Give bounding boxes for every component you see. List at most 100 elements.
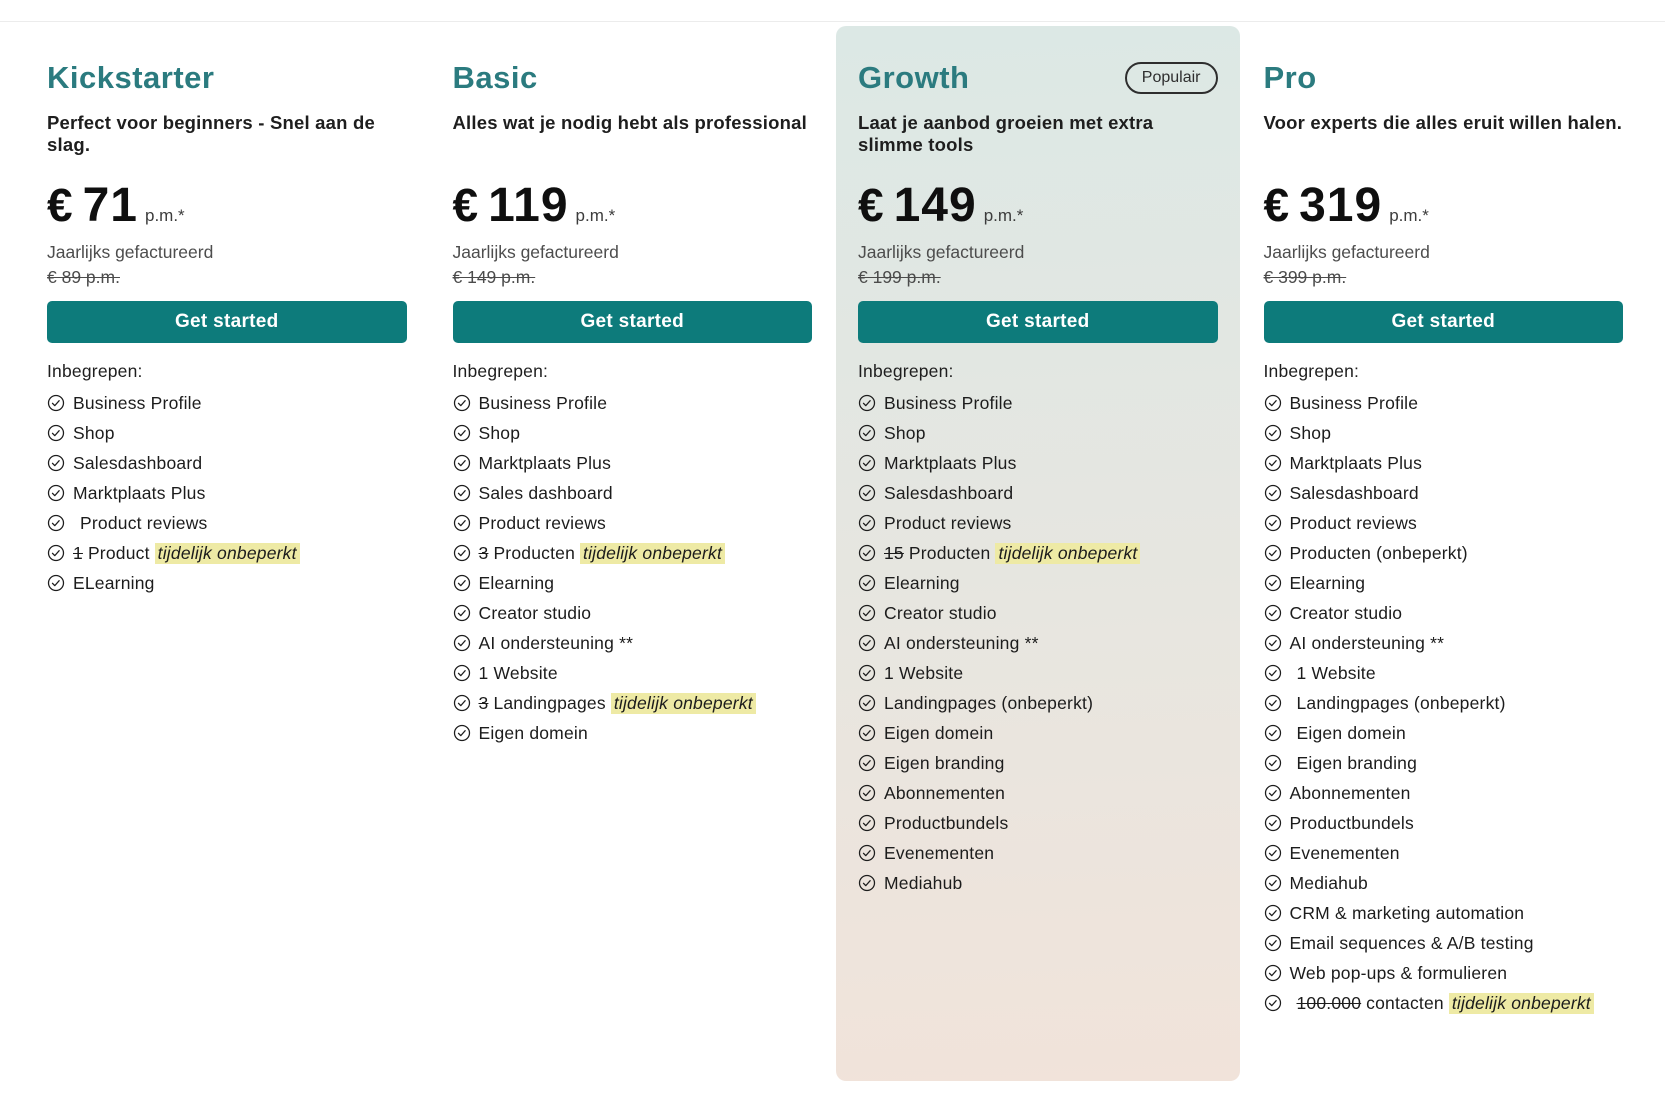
feature-item: Business Profile (858, 388, 1218, 418)
check-circle-icon (1264, 934, 1282, 952)
old-price: € 149 p.m. (452, 267, 536, 287)
feature-strikethrough-value: 100.000 (1296, 992, 1362, 1013)
check-circle-icon (47, 454, 65, 472)
check-circle-icon (858, 484, 876, 502)
plan-title: Growth (858, 60, 970, 95)
feature-item: Landingpages (onbeperkt) (858, 688, 1218, 718)
feature-highlight: tijdelijk onbeperkt (995, 542, 1141, 564)
price-row: € 71 p.m.* (47, 178, 407, 242)
get-started-button[interactable]: Get started (1263, 301, 1623, 343)
feature-item: Mediahub (858, 868, 1218, 898)
check-circle-icon (1264, 544, 1282, 562)
feature-label: Eigen domein (478, 722, 588, 743)
plan-card-growth: Growth Populair Laat je aanbod groeien m… (836, 26, 1240, 1081)
feature-label: Salesdashboard (884, 482, 1014, 503)
check-circle-icon (1264, 964, 1282, 982)
feature-list: Business Profile Shop Salesdashboard Marktp… (47, 388, 407, 598)
price-amount: 119 (488, 179, 569, 232)
feature-label: Producten (493, 542, 576, 563)
feature-item: Shop (47, 418, 407, 448)
plan-description: Voor experts die alles eruit willen hale… (1263, 112, 1623, 133)
feature-item: Productbundels (1264, 808, 1624, 838)
check-circle-icon (1264, 994, 1282, 1012)
feature-item: Business Profile (453, 388, 813, 418)
included-label: Inbegrepen: (1263, 361, 1360, 381)
feature-item: Business Profile (1264, 388, 1624, 418)
feature-label: Marktplaats Plus (478, 452, 612, 473)
feature-label: Email sequences & A/B testing (1289, 932, 1534, 953)
feature-item: Abonnementen (1264, 778, 1624, 808)
feature-item: Product reviews (858, 508, 1218, 538)
plan-card-basic: Basic Alles wat je nodig hebt als profes… (431, 26, 835, 1081)
feature-label: Shop (73, 422, 115, 443)
check-circle-icon (858, 544, 876, 562)
feature-label: Eigen branding (1296, 752, 1418, 773)
feature-item: AI ondersteuning ** (453, 628, 813, 658)
get-started-button[interactable]: Get started (858, 301, 1218, 343)
feature-label: Eigen domein (884, 722, 994, 743)
plan-title: Pro (1263, 60, 1317, 95)
feature-strikethrough-value: 3 (478, 542, 489, 563)
feature-label: AI ondersteuning ** (884, 632, 1039, 653)
check-circle-icon (858, 634, 876, 652)
old-price: € 89 p.m. (47, 267, 120, 287)
check-circle-icon (858, 754, 876, 772)
plan-header: Growth Populair (858, 56, 1218, 100)
feature-item: Product reviews (1264, 508, 1624, 538)
feature-item: Landingpages (onbeperkt) (1264, 688, 1624, 718)
feature-label: Creator studio (1289, 602, 1403, 623)
feature-label: Shop (1289, 422, 1332, 443)
feature-item: 3 Producten tijdelijk onbeperkt (453, 538, 813, 568)
feature-list: Business Profile Shop Marktplaats Plus Sale… (453, 388, 813, 748)
currency-symbol: € (452, 179, 479, 231)
check-circle-icon (858, 424, 876, 442)
plan-header: Kickstarter (47, 56, 407, 100)
feature-item: Product reviews (47, 508, 407, 538)
check-circle-icon (858, 724, 876, 742)
check-circle-icon (47, 574, 65, 592)
feature-label: Marktplaats Plus (1289, 452, 1423, 473)
feature-label: Productbundels (884, 812, 1009, 833)
feature-label: contacten (1366, 992, 1444, 1013)
plan-card-kickstarter: Kickstarter Perfect voor beginners - Sne… (25, 26, 429, 1081)
get-started-button[interactable]: Get started (452, 301, 812, 343)
feature-label: Marktplaats Plus (73, 482, 206, 503)
plan-header: Basic (453, 56, 813, 100)
feature-item: Eigen domein (453, 718, 813, 748)
feature-item: Eigen branding (858, 748, 1218, 778)
feature-item: Marktplaats Plus (858, 448, 1218, 478)
feature-item: Mediahub (1264, 868, 1624, 898)
feature-label: Marktplaats Plus (884, 452, 1017, 473)
feature-item: 100.000 contacten tijdelijk onbeperkt (1264, 988, 1624, 1018)
feature-label: Producten (onbeperkt) (1289, 542, 1468, 563)
check-circle-icon (1264, 754, 1282, 772)
price-period: p.m.* (983, 206, 1024, 225)
check-circle-icon (453, 484, 471, 502)
billing-note: Jaarlijks gefactureerd (452, 242, 619, 262)
feature-highlight: tijdelijk onbeperkt (610, 692, 756, 714)
feature-label: AI ondersteuning ** (1289, 632, 1445, 653)
check-circle-icon (453, 394, 471, 412)
check-circle-icon (858, 574, 876, 592)
feature-strikethrough-value: 3 (478, 692, 489, 713)
feature-label: Shop (478, 422, 521, 443)
feature-label: Evenementen (884, 842, 995, 863)
check-circle-icon (1264, 634, 1282, 652)
price-amount: 149 (893, 179, 977, 232)
feature-label: Elearning (1289, 572, 1366, 593)
check-circle-icon (1264, 664, 1282, 682)
check-circle-icon (858, 454, 876, 472)
feature-label: Elearning (478, 572, 555, 593)
billing-note: Jaarlijks gefactureerd (858, 242, 1025, 262)
feature-list: Business Profile Shop Marktplaats Plus Sale… (1264, 388, 1624, 1018)
included-label: Inbegrepen: (858, 361, 954, 381)
feature-item: ELearning (47, 568, 407, 598)
feature-item: Salesdashboard (47, 448, 407, 478)
feature-item: Shop (453, 418, 813, 448)
feature-item: 15 Producten tijdelijk onbeperkt (858, 538, 1218, 568)
feature-label: Business Profile (1289, 392, 1419, 413)
check-circle-icon (453, 424, 471, 442)
check-circle-icon (1264, 394, 1282, 412)
get-started-button[interactable]: Get started (47, 301, 407, 343)
feature-label: Landingpages (onbeperkt) (884, 692, 1094, 713)
